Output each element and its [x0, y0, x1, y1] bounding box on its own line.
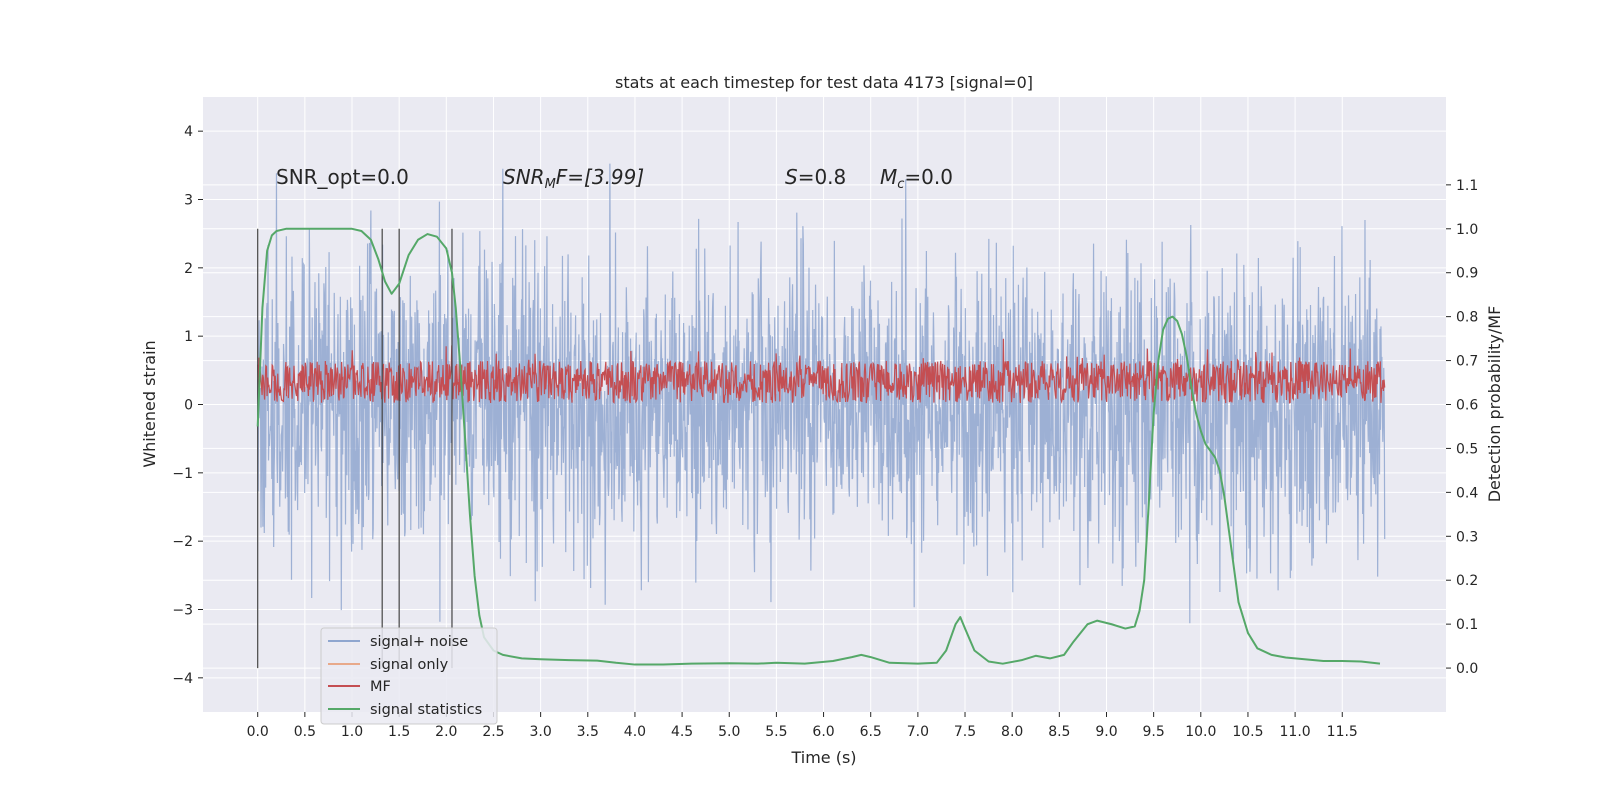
annotation-snr-opt: SNR_opt=0.0 — [276, 165, 409, 189]
annotation-mc: Mc=0.0 — [880, 165, 953, 192]
y2-tick-label: 0.5 — [1456, 441, 1478, 457]
y-tick-label: 1 — [184, 329, 193, 345]
series-mf — [257, 338, 1386, 404]
y-tick-label: −1 — [172, 466, 193, 482]
y2-tick-label: 0.4 — [1456, 485, 1478, 501]
y2-tick-label: 0.0 — [1456, 661, 1478, 677]
y-tick-label: 3 — [184, 193, 193, 209]
x-tick-label: 3.5 — [577, 724, 599, 740]
x-tick-label: 6.5 — [860, 724, 882, 740]
x-tick-label: 10.0 — [1185, 724, 1216, 740]
x-tick-label: 2.5 — [482, 724, 504, 740]
legend-label-signal-noise: signal+ noise — [370, 634, 468, 650]
x-tick-label: 5.5 — [765, 724, 787, 740]
y2-axis-label: Detection probability/MF — [1485, 306, 1504, 503]
x-tick-label: 7.0 — [907, 724, 929, 740]
series-signal-statistics — [256, 227, 1381, 666]
x-tick-label: 8.0 — [1001, 724, 1023, 740]
chart-title: stats at each timestep for test data 417… — [615, 73, 1033, 92]
x-tick-label: 3.0 — [529, 724, 551, 740]
y2-tick-label: 1.1 — [1456, 178, 1478, 194]
y-tick-label: −2 — [172, 534, 193, 550]
y2-tick-label: 0.8 — [1456, 310, 1478, 326]
x-tick-label: 7.5 — [954, 724, 976, 740]
legend-label-signal-statistics: signal statistics — [370, 702, 482, 718]
y2-tick-label: 0.7 — [1456, 354, 1478, 370]
x-tick-label: 9.0 — [1095, 724, 1117, 740]
y2-tick-label: 1.0 — [1456, 222, 1478, 238]
y2-tick-label: 0.2 — [1456, 573, 1478, 589]
legend-box — [320, 627, 498, 725]
y-axis-label: Whitened strain — [140, 340, 159, 467]
x-tick-label: 8.5 — [1048, 724, 1070, 740]
x-tick-label: 4.0 — [624, 724, 646, 740]
x-tick-label: 2.0 — [435, 724, 457, 740]
annotation-s: S=0.8 — [785, 165, 846, 189]
grid — [203, 97, 1446, 712]
y-tick-label: −4 — [172, 671, 193, 687]
y-tick-label: 4 — [184, 124, 193, 140]
legend-label-mf: MF — [370, 679, 391, 695]
y2-tick-label: 0.9 — [1456, 266, 1478, 282]
x-tick-label: 0.0 — [247, 724, 269, 740]
y-tick-label: 2 — [184, 261, 193, 277]
x-axis-label: Time (s) — [790, 748, 856, 767]
x-tick-label: 5.0 — [718, 724, 740, 740]
y2-tick-label: 0.1 — [1456, 617, 1478, 633]
y2-tick-label: 0.3 — [1456, 529, 1478, 545]
x-tick-label: 1.0 — [341, 724, 363, 740]
tick-layer: 0.0 0.5 1.0 1.5 2.0 2.5 3.0 3.5 4.0 4.5 5.0 5.5 6.0 6… — [172, 124, 1478, 740]
x-tick-label: 0.5 — [294, 724, 316, 740]
y-tick-label: −3 — [172, 603, 193, 619]
x-tick-label: 9.5 — [1143, 724, 1165, 740]
x-tick-label: 4.5 — [671, 724, 693, 740]
legend: signal+ noise signal only MF signal stat… — [320, 627, 498, 725]
x-tick-label: 1.5 — [388, 724, 410, 740]
legend-label-signal-only: signal only — [370, 657, 449, 673]
x-tick-label: 6.0 — [812, 724, 834, 740]
x-tick-label: 10.5 — [1232, 724, 1263, 740]
annotation-snr-mf: SNRMF=[3.99] — [503, 165, 644, 192]
y-tick-label: 0 — [184, 398, 193, 414]
data-layer — [256, 163, 1386, 669]
x-tick-label: 11.0 — [1280, 724, 1311, 740]
y2-tick-label: 0.6 — [1456, 398, 1478, 414]
x-tick-label: 11.5 — [1327, 724, 1358, 740]
